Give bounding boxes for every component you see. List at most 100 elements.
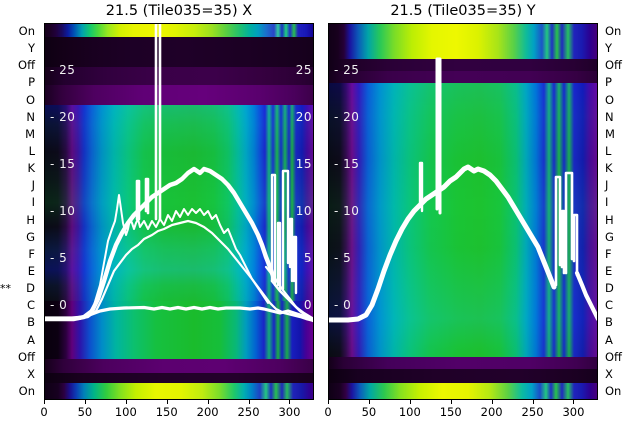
- x-tick-label: 150: [155, 405, 178, 419]
- category-tick-label: N: [26, 109, 35, 124]
- category-tick-m-6: M: [600, 128, 640, 140]
- x-tick-mark: [409, 400, 411, 404]
- category-tick-label: X: [605, 366, 613, 381]
- category-tick-label: Y: [27, 41, 35, 56]
- category-tick-c-16: C: [0, 300, 40, 312]
- category-tick-label: On: [18, 24, 35, 39]
- category-tick-label: D: [605, 281, 614, 296]
- panel-title-right: 21.5 (Tile035=35) Y: [390, 3, 536, 19]
- category-tick-label: F: [605, 246, 612, 261]
- category-tick-label: L: [605, 144, 612, 159]
- curve-profile-mid: [44, 219, 314, 323]
- ytick-right-20: 20: [295, 110, 312, 124]
- category-axis-right: On Y Off P O N M L K J I H G F E D C B A Off X On: [600, 23, 640, 400]
- ytick-right-0: 0: [303, 298, 312, 312]
- x-tick-mark: [573, 400, 575, 404]
- category-tick-label: J: [605, 178, 609, 193]
- category-tick-i-10: I: [600, 197, 640, 209]
- x-tick-label: 100: [398, 405, 421, 419]
- category-tick-x-20: X: [0, 366, 40, 381]
- category-tick-y-1: Y: [0, 41, 40, 56]
- plot-panel-y[interactable]: - 0 - 5 - 10 - 15 - 20 - 25: [328, 23, 598, 400]
- heatmap-band: [44, 373, 314, 383]
- curve-profile-thick: [328, 164, 557, 323]
- ytick-left-0: - 0: [334, 298, 352, 312]
- category-tick-on-21: On: [0, 385, 40, 397]
- category-tick-label: D: [26, 281, 35, 296]
- x-tick-mark: [368, 400, 370, 404]
- x-tick-mark: [166, 400, 168, 404]
- category-tick-label: C: [605, 298, 614, 313]
- category-tick-f-13: F: [0, 246, 40, 261]
- category-tick-label: A: [27, 332, 35, 347]
- category-tick-label: E: [27, 263, 35, 278]
- category-tick-on-21: On: [600, 385, 640, 397]
- x-tick-label: 100: [114, 405, 137, 419]
- ytick-left-25: - 25: [334, 63, 360, 77]
- curve-tail: [264, 265, 314, 321]
- x-tick-label: 300: [562, 405, 585, 419]
- category-tick-e-14: E: [600, 265, 640, 277]
- category-tick-label: B: [27, 315, 35, 330]
- x-tick-label: 300: [278, 405, 301, 419]
- x-tick-mark: [491, 400, 493, 404]
- heatmap-band: [328, 59, 598, 71]
- panel-title-left: 21.5 (Tile035=35) X: [105, 3, 253, 19]
- plot-panel-x[interactable]: - 0 - 5 - 10 - 15 - 20 - 25 0 5 10 15 20…: [44, 23, 314, 400]
- ytick-left-0: - 0: [50, 298, 68, 312]
- category-tick-label: X: [27, 366, 35, 381]
- category-tick-label: P: [28, 75, 35, 90]
- heatmap-band: [44, 359, 314, 373]
- category-tick-off-19: Off: [600, 349, 640, 364]
- x-tick-mark: [125, 400, 127, 404]
- category-tick-label: O: [25, 92, 35, 107]
- x-tick-mark: [207, 400, 209, 404]
- heatmap-band: [44, 23, 314, 37]
- heatmap-band: [328, 23, 598, 59]
- category-tick-label: Off: [605, 58, 622, 73]
- x-tick-label: 150: [439, 405, 462, 419]
- x-tick-label: 0: [324, 405, 332, 419]
- category-tick-label: Y: [605, 41, 613, 56]
- category-tick-label: H: [605, 212, 614, 227]
- ytick-left-5: - 5: [334, 251, 352, 265]
- ytick-left-15: - 15: [334, 157, 360, 171]
- category-tick-c-16: C: [600, 298, 640, 313]
- category-tick-o-4: O: [0, 92, 40, 107]
- x-axis-right: 0 50 100 150 200 250 300: [324, 400, 598, 436]
- category-tick-label: Off: [18, 349, 35, 364]
- category-tick-label: K: [605, 161, 613, 176]
- category-tick-a-18: A: [0, 332, 40, 347]
- x-tick-mark: [450, 400, 452, 404]
- category-tick-n-5: N: [600, 111, 640, 123]
- category-tick-label: A: [605, 332, 613, 347]
- ytick-right-5: 5: [303, 251, 312, 265]
- curve-overlay-x: [44, 23, 314, 323]
- category-tick-o-4: O: [600, 94, 640, 106]
- category-tick-off-2: Off: [0, 60, 40, 72]
- category-tick-on-0: On: [0, 24, 40, 39]
- category-tick-g-12: G: [0, 229, 40, 244]
- category-tick-n-5: N: [0, 109, 40, 124]
- x-tick-label: 200: [480, 405, 503, 419]
- curve-spike-mid: [418, 161, 424, 213]
- category-tick-off-19: Off: [0, 349, 40, 364]
- category-tick-label: H: [26, 212, 35, 227]
- category-tick-label: Off: [605, 349, 622, 364]
- ytick-left-20: - 20: [334, 110, 360, 124]
- x-tick-label: 200: [196, 405, 219, 419]
- curve-profile-thick: [44, 166, 277, 322]
- ytick-left-5: - 5: [50, 251, 68, 265]
- category-tick-label: P: [605, 75, 612, 90]
- category-tick-label: J: [31, 178, 35, 193]
- ytick-left-15: - 15: [50, 157, 76, 171]
- category-tick-y-1: Y: [600, 41, 640, 56]
- x-tick-mark: [44, 400, 45, 404]
- ytick-left-20: - 20: [50, 110, 76, 124]
- category-tick-label: G: [26, 229, 35, 244]
- category-tick-label: F: [28, 246, 35, 261]
- ytick-left-25: - 25: [50, 63, 76, 77]
- x-tick-mark: [248, 400, 250, 404]
- category-tick-label: K: [27, 161, 35, 176]
